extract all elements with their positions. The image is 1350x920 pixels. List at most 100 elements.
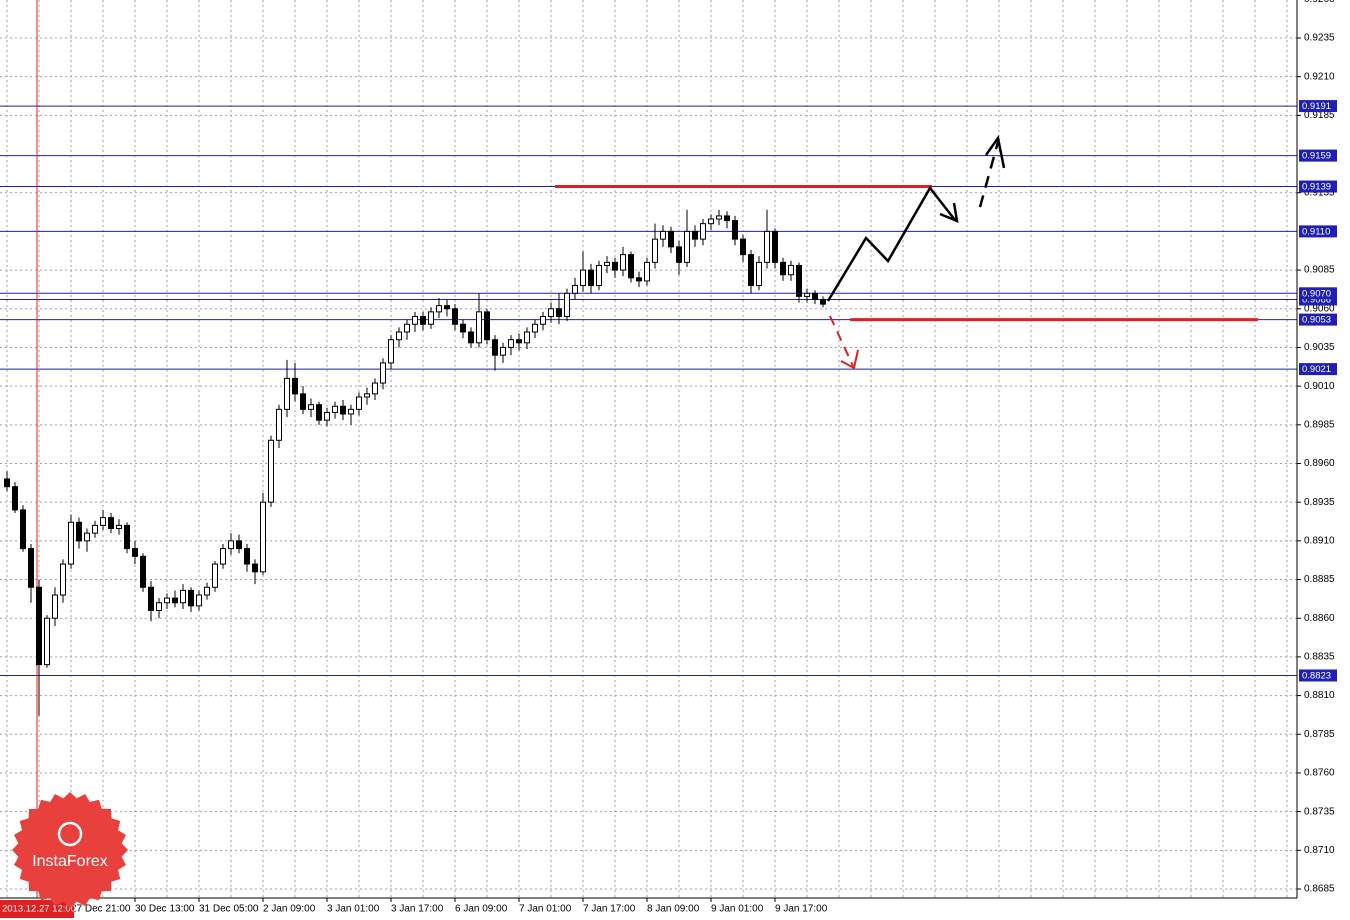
arrow-head — [939, 202, 959, 224]
candle-body — [412, 316, 418, 325]
y-tick-label: 0.8785 — [1304, 729, 1335, 740]
candle-body — [804, 292, 810, 297]
candle-body — [580, 269, 586, 287]
candle-body — [348, 408, 354, 415]
level-label: 0.9070 — [1302, 288, 1331, 299]
x-tick-label: 7 Jan 01:00 — [519, 904, 572, 915]
level-label-box — [1299, 100, 1337, 113]
x-tick-label: 2 Jan 09:00 — [263, 904, 316, 915]
candle-body — [244, 548, 250, 565]
candle-body — [132, 548, 138, 557]
candle-body — [652, 238, 658, 263]
candle-body — [420, 316, 426, 325]
y-tick-label: 0.8935 — [1304, 497, 1335, 508]
candle-body — [524, 331, 530, 344]
x-tick-label: 8 Jan 09:00 — [647, 904, 700, 915]
y-tick-label: 0.9210 — [1304, 71, 1335, 82]
candle-body — [564, 292, 570, 318]
candle-body — [60, 563, 66, 596]
candle-body — [796, 264, 802, 297]
y-tick-label: 0.8735 — [1304, 806, 1335, 817]
level-label-box — [1299, 287, 1337, 300]
candle-body — [380, 362, 386, 384]
candle-body — [444, 305, 450, 310]
y-tick-label: 0.8860 — [1304, 613, 1335, 624]
candle-body — [356, 396, 362, 410]
y-tick-label: 0.8885 — [1304, 574, 1335, 585]
y-tick-label: 0.8760 — [1304, 768, 1335, 779]
candle-body — [84, 532, 90, 542]
candle-body — [188, 589, 194, 607]
candle-body — [140, 555, 146, 588]
candle-body — [436, 305, 442, 313]
x-tick-label: 30 Dec 13:00 — [135, 904, 195, 915]
level-label: 0.9139 — [1302, 182, 1331, 193]
level-label-box — [1299, 149, 1337, 162]
candle-body — [212, 563, 218, 588]
y-tick-label: 0.9185 — [1304, 110, 1335, 121]
y-tick-label: 0.8985 — [1304, 419, 1335, 430]
candle-body — [12, 486, 18, 511]
candle-body — [548, 308, 554, 318]
candle-body — [300, 393, 306, 410]
candle-body — [628, 254, 634, 279]
level-label-box — [1299, 225, 1337, 238]
candle-body — [516, 339, 522, 344]
candle-body — [476, 311, 482, 344]
candle-body — [68, 521, 74, 565]
y-tick-label: 0.9085 — [1304, 265, 1335, 276]
logo-seal — [12, 792, 128, 908]
y-tick-label: 0.9060 — [1304, 303, 1335, 314]
candle-body — [36, 586, 42, 666]
candle-body — [100, 517, 106, 526]
candle-body — [572, 285, 578, 294]
candle-body — [508, 339, 514, 348]
candle-body — [332, 405, 338, 413]
candle-body — [372, 382, 378, 395]
candle-body — [668, 230, 674, 248]
candle-body — [532, 323, 538, 333]
y-tick-label: 0.9135 — [1304, 187, 1335, 198]
candle-body — [204, 586, 210, 596]
candle-body — [684, 230, 690, 263]
candle-body — [772, 230, 778, 263]
candle-body — [484, 311, 490, 341]
x-tick-label: 7 Jan 17:00 — [583, 904, 636, 915]
candle-body — [588, 269, 594, 287]
x-tick-label: 31 Dec 05:00 — [199, 904, 259, 915]
candle-body — [636, 277, 642, 282]
x-tick-label: 9 Jan 01:00 — [711, 904, 764, 915]
level-label: 0.9021 — [1302, 364, 1331, 375]
candle-body — [596, 264, 602, 287]
candle-body — [284, 377, 290, 410]
candle-body — [268, 439, 274, 503]
x-tick-label: 6 Jan 09:00 — [455, 904, 508, 915]
y-tick-label: 0.9260 — [1304, 0, 1335, 5]
candle-body — [820, 298, 826, 305]
candle-body — [148, 586, 154, 611]
candle-body — [164, 597, 170, 604]
y-tick-label: 0.8960 — [1304, 458, 1335, 469]
candle-body — [460, 323, 466, 333]
crosshair-label: 2013.12.27 12:00 — [2, 904, 76, 915]
candle-body — [428, 311, 434, 325]
candle-body — [468, 331, 474, 344]
level-label-box — [1299, 180, 1337, 193]
candle-body — [788, 264, 794, 276]
candle-body — [324, 411, 330, 421]
candle-body — [292, 377, 298, 395]
candle-body — [692, 230, 698, 240]
candle-body — [180, 589, 186, 604]
candle-body — [92, 524, 98, 534]
x-tick-label: 3 Jan 17:00 — [391, 904, 444, 915]
candle-body — [308, 404, 314, 410]
x-tick-label: 9 Jan 17:00 — [775, 904, 828, 915]
candle-body — [4, 478, 10, 488]
level-label-box — [1299, 363, 1337, 376]
candle-body — [364, 393, 370, 398]
candle-body — [700, 223, 706, 240]
candle-body — [740, 238, 746, 256]
candle-body — [116, 524, 122, 529]
candle-body — [404, 323, 410, 333]
